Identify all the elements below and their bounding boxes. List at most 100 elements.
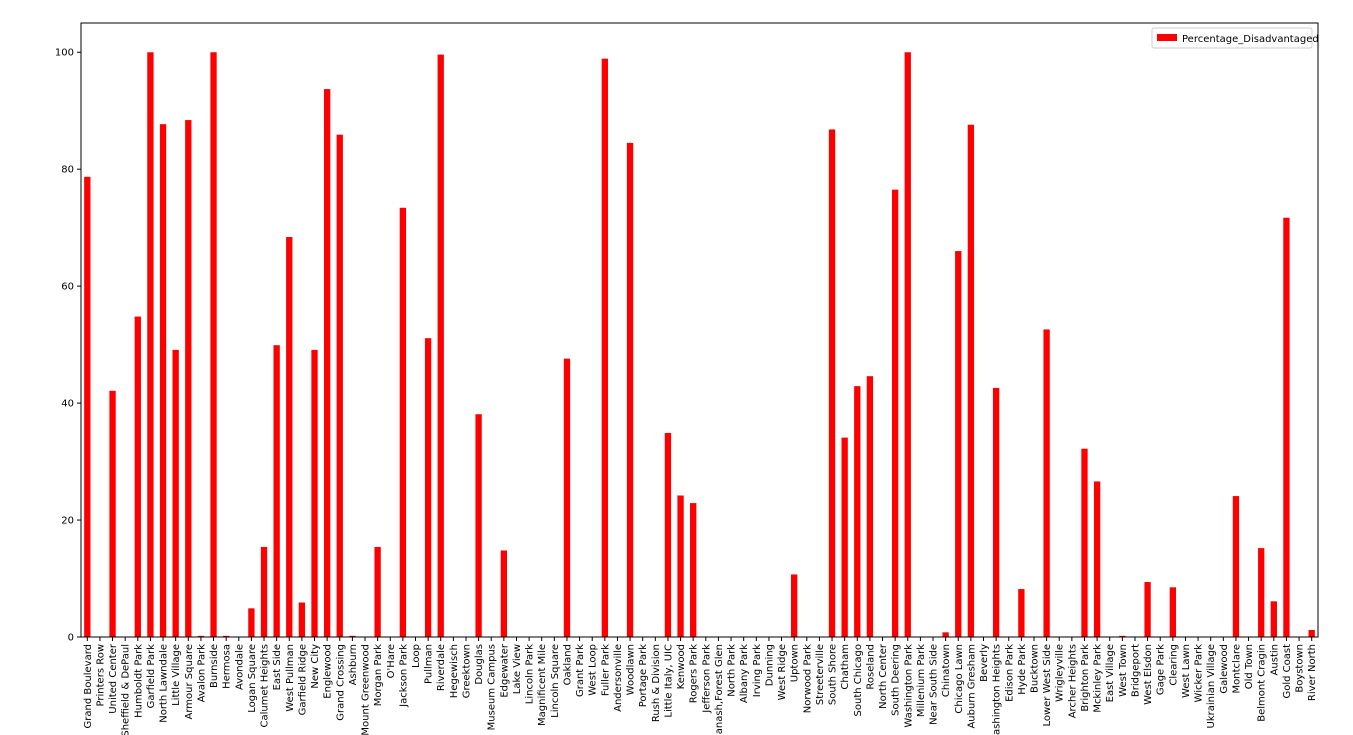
x-tick-label: Riverdale — [436, 644, 447, 691]
y-tick-label: 40 — [61, 399, 74, 410]
bar — [828, 129, 836, 637]
bar — [336, 134, 343, 637]
bar — [223, 635, 230, 637]
x-tick-label: O'Hare — [386, 644, 397, 678]
x-tick-label: Clearing — [1168, 644, 1179, 686]
x-tick-label: Hyde Park — [1017, 644, 1028, 695]
bar — [273, 345, 280, 637]
bar — [891, 189, 899, 637]
x-tick-label: Chicago Lawn — [954, 644, 965, 714]
bar — [210, 52, 217, 638]
x-tick-label: Grand Boulevard — [83, 644, 94, 728]
bar — [791, 574, 798, 637]
plot-area — [81, 23, 1318, 637]
bar — [500, 550, 508, 637]
x-tick-label: Calumet Heights — [260, 644, 271, 728]
bar — [1081, 448, 1088, 637]
x-tick-label: Jackson Park — [398, 644, 409, 708]
x-tick-label: Norwood Park — [802, 644, 813, 713]
x-tick-label: Bridgeport — [1130, 644, 1141, 697]
x-tick-label: Humboldt Park — [133, 644, 144, 718]
x-tick-label: Burnside — [209, 644, 220, 688]
x-tick-label: Woodlawn — [626, 644, 637, 695]
bar — [854, 386, 861, 637]
bar — [374, 546, 381, 637]
x-tick-label: Rogers Park — [689, 644, 700, 703]
x-tick-label: Garfield Ridge — [297, 644, 308, 715]
x-tick-label: Garfield Park — [146, 644, 157, 709]
legend: Percentage_Disadvantaged — [1151, 27, 1319, 49]
x-tick-label: Grand Crossing — [335, 644, 346, 721]
x-tick-label: Andersonville — [613, 644, 624, 712]
bar — [84, 176, 91, 638]
bar — [626, 142, 634, 637]
bar — [424, 338, 432, 637]
x-tick-label: Lower West Side — [1042, 644, 1053, 727]
x-tick-label: Douglas — [474, 644, 485, 685]
bar — [298, 602, 306, 637]
x-tick-label: Wicker Park — [1194, 644, 1205, 703]
plot-frame — [80, 22, 1319, 638]
bar — [437, 54, 444, 637]
x-tick-label: West Loop — [588, 644, 599, 696]
x-tick-label: Loop — [411, 644, 422, 668]
bar — [955, 251, 962, 637]
bar — [248, 608, 255, 637]
x-tick-label: Armour Square — [184, 644, 195, 719]
bar — [172, 349, 179, 637]
x-tick-label: Ukrainian Village — [1206, 644, 1217, 728]
y-tick-label: 60 — [61, 282, 74, 293]
bar — [1144, 582, 1151, 637]
x-tick-label: South Deering — [891, 644, 902, 716]
x-tick-label: Englewood — [323, 644, 334, 699]
x-tick-label: Auburn Gresham — [966, 644, 977, 729]
bar — [563, 358, 571, 637]
x-tick-label: Old Town — [1244, 644, 1255, 689]
x-tick-label: Kenwood — [676, 644, 687, 689]
bar — [311, 349, 318, 637]
bar — [942, 632, 949, 637]
x-tick-label: Hermosa — [222, 644, 233, 689]
x-tick-label: Galewood — [1219, 644, 1230, 694]
x-tick-label: Belmont Cragin — [1257, 644, 1268, 722]
bar — [1018, 589, 1025, 637]
x-tick-label: Lincoln Square — [550, 644, 561, 718]
x-tick-label: Mount Greenwood — [361, 644, 372, 735]
x-tick-label: West Pullman — [285, 644, 296, 712]
y-tick-label: 20 — [61, 516, 74, 527]
x-tick-label: Fuller Park — [600, 644, 611, 696]
bar — [904, 52, 911, 638]
bar — [349, 635, 356, 637]
x-tick-label: New City — [310, 644, 321, 689]
x-tick-label: Austin — [1269, 644, 1280, 675]
x-tick-label: Chinatown — [941, 644, 952, 697]
x-tick-label: Irving Park — [752, 644, 763, 697]
x-tick-label: Washington Park — [903, 644, 914, 728]
bar — [286, 237, 293, 637]
x-tick-label: United Center — [108, 643, 119, 714]
legend-label: Percentage_Disadvantaged — [1182, 34, 1319, 45]
bar — [1119, 635, 1126, 637]
bar — [260, 546, 268, 637]
x-tick-label: Archer Heights — [1067, 644, 1078, 718]
x-tick-label: Uptown — [790, 644, 801, 682]
bar — [134, 316, 141, 637]
bar — [1093, 481, 1101, 637]
bar — [109, 390, 116, 637]
x-tick-label: North Lawndale — [159, 644, 170, 723]
x-tick-label: Edison Park — [1004, 644, 1015, 702]
bar — [1308, 629, 1315, 637]
bar — [690, 503, 697, 637]
x-tick-label: South Chicago — [853, 644, 864, 716]
bar — [1283, 217, 1290, 638]
bar — [185, 120, 192, 637]
x-tick-label: Museum Campus — [487, 644, 498, 730]
x-tick-label: North Park — [727, 644, 738, 697]
x-tick-label: Little Italy, UIC — [663, 644, 674, 718]
y-tick-label: 100 — [55, 48, 74, 59]
x-tick-label: Jefferson Park — [701, 644, 712, 714]
x-tick-label: Magnificent Mile — [537, 644, 548, 726]
x-tick-label: Oakland — [562, 644, 573, 685]
x-tick-label: Montclare — [1231, 644, 1242, 693]
